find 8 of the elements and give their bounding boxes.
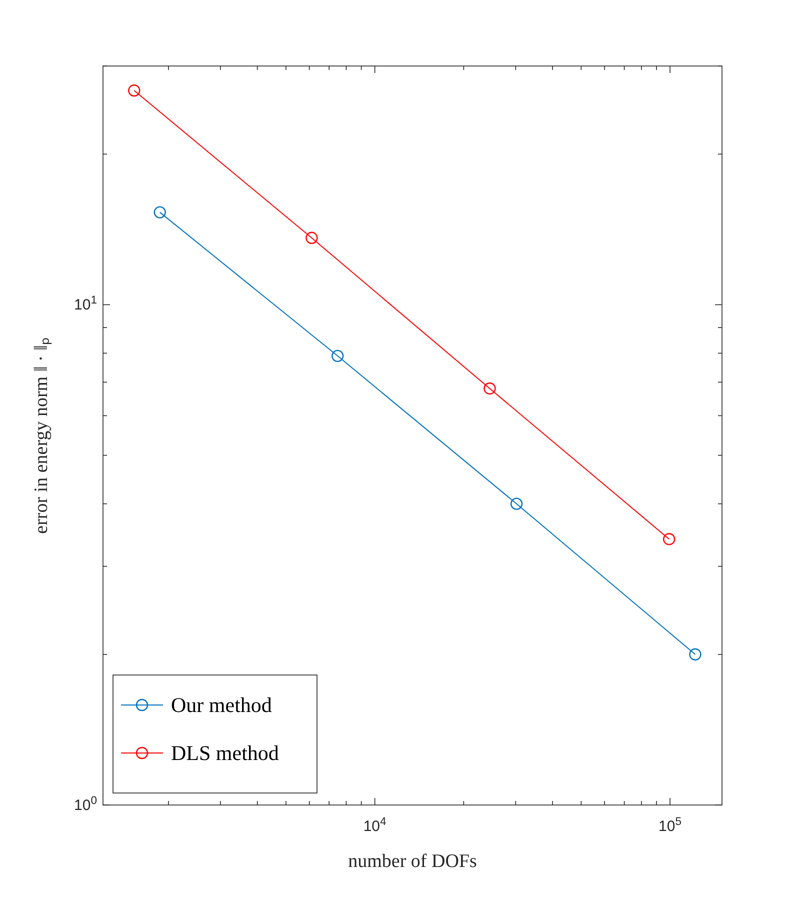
- y-tick-label: 10$^{1}$: [74, 294, 97, 314]
- x-tick-label: 10$^{5}$: [658, 816, 682, 835]
- y-tick-label: 10$^{0}$: [74, 795, 97, 814]
- legend-label: Our method: [171, 693, 272, 717]
- legend-label: DLS method: [171, 741, 280, 765]
- x-axis-title: number of DOFs: [348, 851, 477, 872]
- x-tick-label: 10$^{4}$: [363, 816, 386, 835]
- y-axis-title: error in energy norm ‖ · ‖ₚ: [31, 337, 52, 534]
